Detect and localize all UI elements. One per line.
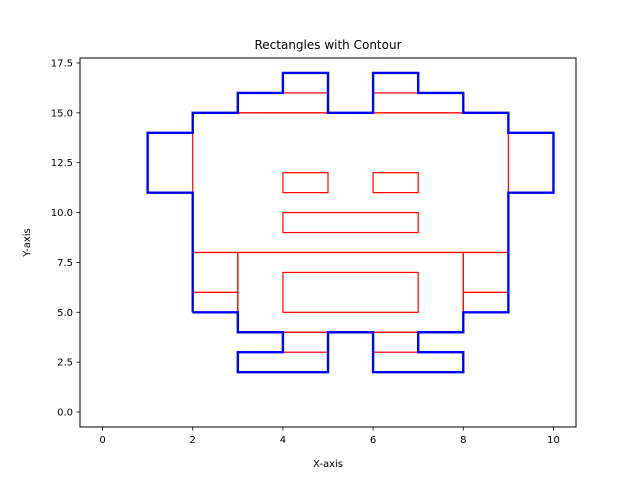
contour-layer [146,71,555,374]
y-tick-label: 7.5 [57,258,73,269]
rectangle [282,172,329,194]
y-tick-label: 5.0 [57,308,73,319]
y-tick-label: 0.0 [57,408,73,419]
y-tick-label: 12.5 [51,158,73,169]
y-tick-label: 2.5 [57,358,73,369]
plot-frame [79,57,577,428]
chart-title: Rectangles with Contour [254,38,401,52]
x-tick-label: 0 [99,435,105,446]
y-axis-label: Y-axis [22,228,33,258]
y-tick-label: 10.0 [51,208,73,219]
rectangle [282,271,419,313]
y-axis-ticks: 0.0 2.5 5.0 7.5 10.0 12.5 15.0 17.5 [51,58,80,419]
x-tick-label: 4 [280,435,286,446]
contour-line [146,71,555,374]
plot-area [79,57,577,428]
rectangle [372,172,419,194]
x-tick-label: 2 [190,435,196,446]
x-tick-label: 8 [460,435,466,446]
x-tick-label: 6 [370,435,376,446]
x-tick-label: 10 [547,435,560,446]
y-tick-label: 15.0 [51,108,73,119]
x-axis-label: X-axis [313,459,343,470]
y-tick-label: 17.5 [51,58,73,69]
x-axis-ticks: 0 2 4 6 8 10 [99,427,560,446]
rectangle [282,211,419,234]
